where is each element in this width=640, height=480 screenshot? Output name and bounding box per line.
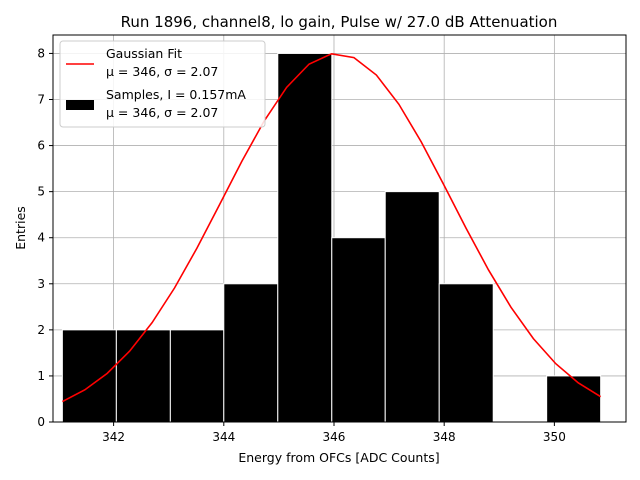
histogram-bar-5 bbox=[331, 237, 386, 423]
chart-title: Run 1896, channel8, lo gain, Pulse w/ 27… bbox=[121, 13, 558, 31]
y-tick-label-4: 4 bbox=[37, 231, 45, 245]
y-tick-label-1: 1 bbox=[37, 369, 45, 383]
legend-samples-swatch bbox=[66, 100, 94, 110]
x-tick-label-1: 344 bbox=[212, 430, 235, 444]
legend-samples-label: Samples, I = 0.157mA bbox=[106, 87, 246, 102]
y-tick-label-8: 8 bbox=[37, 46, 45, 60]
x-tick-label-3: 348 bbox=[433, 430, 456, 444]
y-tick-label-0: 0 bbox=[37, 415, 45, 429]
y-tick-label-6: 6 bbox=[37, 139, 45, 153]
histogram-bar-1 bbox=[115, 329, 171, 423]
legend-samples-stats: μ = 346, σ = 2.07 bbox=[106, 105, 218, 120]
x-tick-label-2: 346 bbox=[323, 430, 346, 444]
x-tick-label-0: 342 bbox=[102, 430, 125, 444]
plot-frame bbox=[52, 34, 627, 423]
histogram-bar-0 bbox=[61, 329, 117, 423]
histogram-bars bbox=[61, 52, 602, 423]
y-tick-label-3: 3 bbox=[37, 277, 45, 291]
x-axis-ticks: 342 344 346 348 350 bbox=[102, 422, 566, 444]
legend-fit-stats: μ = 346, σ = 2.07 bbox=[106, 64, 218, 79]
y-tick-label-2: 2 bbox=[37, 323, 45, 337]
y-axis-label: Entries bbox=[13, 206, 28, 250]
legend-box bbox=[59, 40, 266, 128]
x-axis-label: Energy from OFCs [ADC Counts] bbox=[238, 450, 439, 465]
fit-line bbox=[61, 52, 602, 403]
y-tick-label-7: 7 bbox=[37, 93, 45, 107]
histogram-bar-3 bbox=[223, 283, 279, 423]
y-tick-label-5: 5 bbox=[37, 185, 45, 199]
y-axis-ticks: 0 1 2 3 4 5 6 7 8 bbox=[37, 46, 53, 429]
x-tick-label-4: 350 bbox=[543, 430, 566, 444]
histogram-bar-6 bbox=[384, 191, 440, 423]
histogram-bar-4 bbox=[277, 52, 333, 423]
histogram-bar-7 bbox=[438, 283, 494, 423]
histogram-bar-9 bbox=[546, 375, 602, 423]
gaussian-fit-curve bbox=[61, 52, 602, 403]
histogram-bar-2 bbox=[169, 329, 225, 423]
legend: Gaussian Fit μ = 346, σ = 2.07 Samples, … bbox=[59, 40, 266, 128]
legend-fit-label: Gaussian Fit bbox=[106, 46, 182, 61]
